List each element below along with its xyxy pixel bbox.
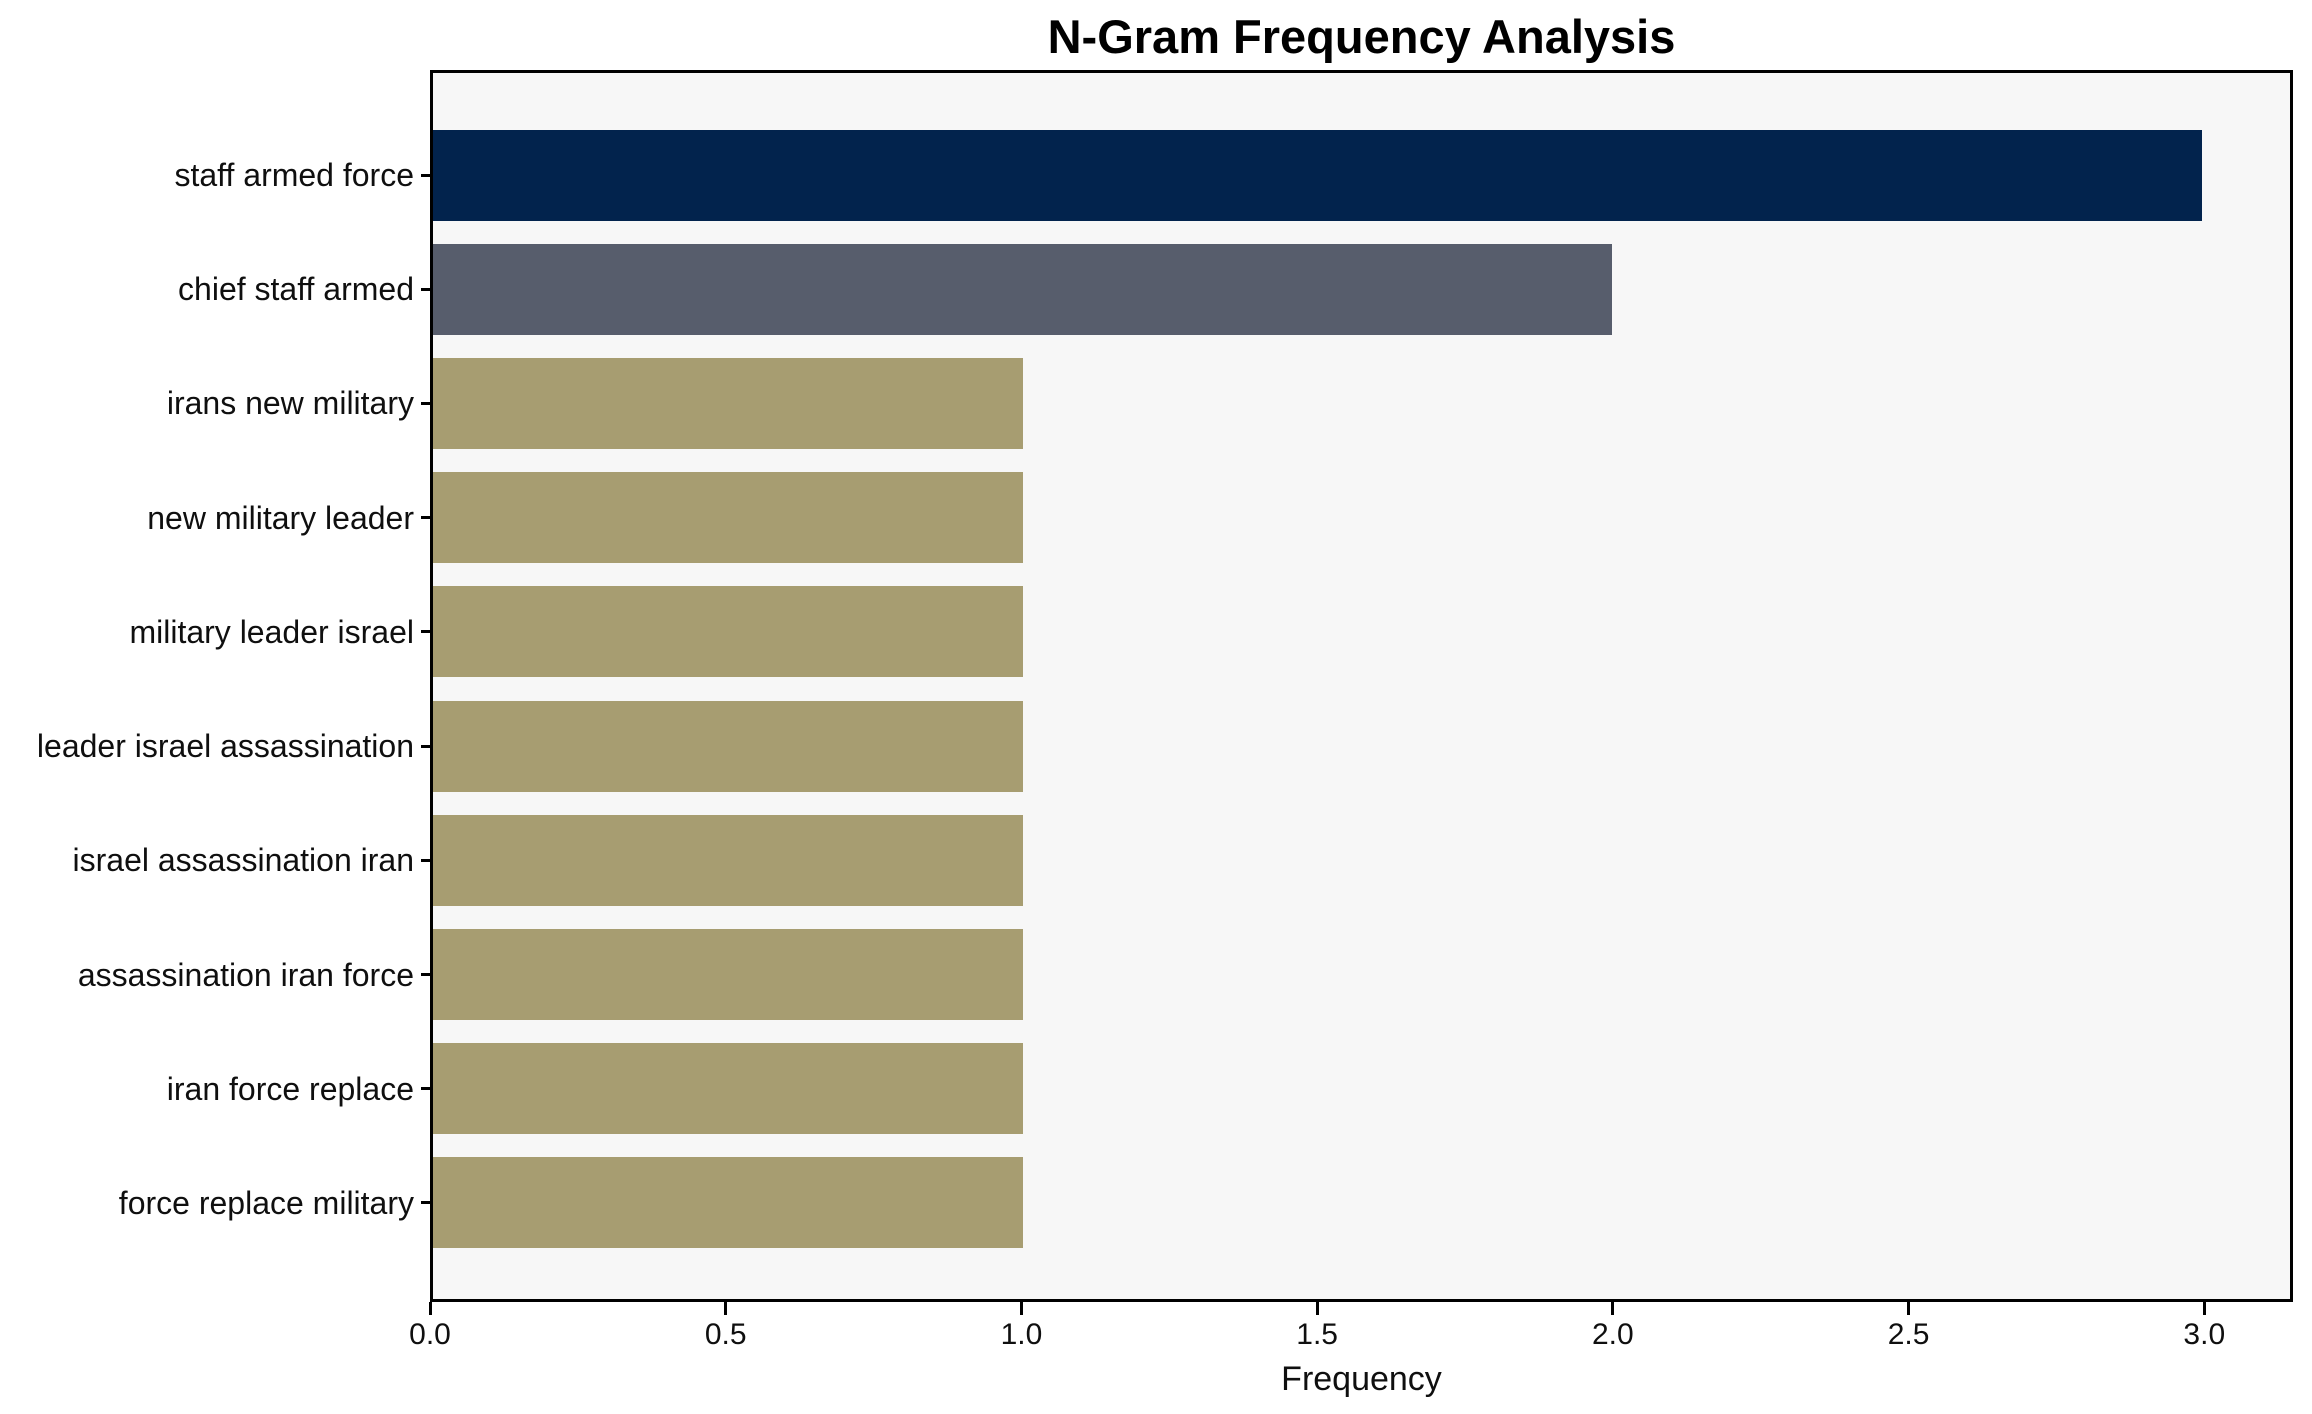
y-tick-label: staff armed force [174, 157, 414, 193]
x-tick-mark [1019, 1302, 1023, 1315]
x-tick-mark [1315, 1302, 1319, 1315]
plot-area [430, 70, 2293, 1302]
x-tick-mark [1611, 1302, 1615, 1315]
y-tick-label: irans new military [166, 385, 414, 422]
x-tick-label: 3.0 [2183, 1318, 2226, 1351]
bar [433, 357, 1023, 449]
x-tick-label: 1.5 [1296, 1318, 1338, 1351]
x-tick-mark [2202, 1302, 2206, 1315]
y-tick-label: chief staff armed [178, 271, 414, 308]
x-tick-mark [428, 1302, 432, 1315]
y-tick-mark [421, 744, 430, 748]
y-tick-mark [421, 858, 430, 862]
y-tick-mark [421, 173, 430, 177]
y-tick-mark [421, 1087, 430, 1091]
bar [433, 586, 1023, 678]
y-tick-label: israel assassination iran [72, 842, 415, 879]
bar [433, 1043, 1023, 1135]
bar [433, 700, 1023, 792]
y-tick-label: leader israel assassination [36, 728, 414, 765]
bar [433, 243, 1613, 335]
bar [433, 129, 2202, 221]
x-tick-label: 2.0 [1591, 1318, 1634, 1351]
y-tick-label: assassination iran force [77, 956, 414, 993]
y-tick-label: new military leader [147, 499, 414, 536]
y-tick-mark [421, 401, 430, 405]
x-tick-label: 0.5 [704, 1318, 747, 1351]
x-tick-label: 0.0 [409, 1318, 451, 1351]
y-tick-mark [421, 1201, 430, 1205]
y-tick-label: force replace military [118, 1184, 414, 1221]
chart-title: N-Gram Frequency Analysis [1047, 10, 1676, 63]
bar [433, 1157, 1023, 1249]
y-tick-mark [421, 516, 430, 520]
y-tick-label: iran force replace [166, 1070, 414, 1107]
bar [433, 472, 1023, 564]
y-tick-label: military leader israel [129, 613, 414, 650]
bar [433, 929, 1023, 1021]
x-tick-label: 2.5 [1887, 1318, 1930, 1351]
x-tick-mark [724, 1302, 728, 1315]
y-tick-mark [421, 287, 430, 291]
y-tick-mark [421, 973, 430, 977]
x-tick-mark [1907, 1302, 1911, 1315]
bar [433, 814, 1023, 906]
x-axis-label: Frequency [1281, 1360, 1442, 1398]
x-tick-label: 1.0 [1000, 1318, 1043, 1351]
y-tick-mark [421, 630, 430, 634]
